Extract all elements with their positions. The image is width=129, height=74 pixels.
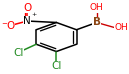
- Text: B: B: [93, 17, 101, 27]
- Text: −: −: [1, 21, 7, 27]
- Text: Cl: Cl: [51, 61, 62, 71]
- Text: N: N: [23, 16, 31, 26]
- Text: O: O: [6, 21, 15, 31]
- Text: Cl: Cl: [14, 48, 24, 58]
- Text: OH: OH: [115, 23, 128, 32]
- Text: +: +: [32, 12, 37, 17]
- Text: O: O: [23, 3, 31, 13]
- Text: OH: OH: [90, 3, 104, 12]
